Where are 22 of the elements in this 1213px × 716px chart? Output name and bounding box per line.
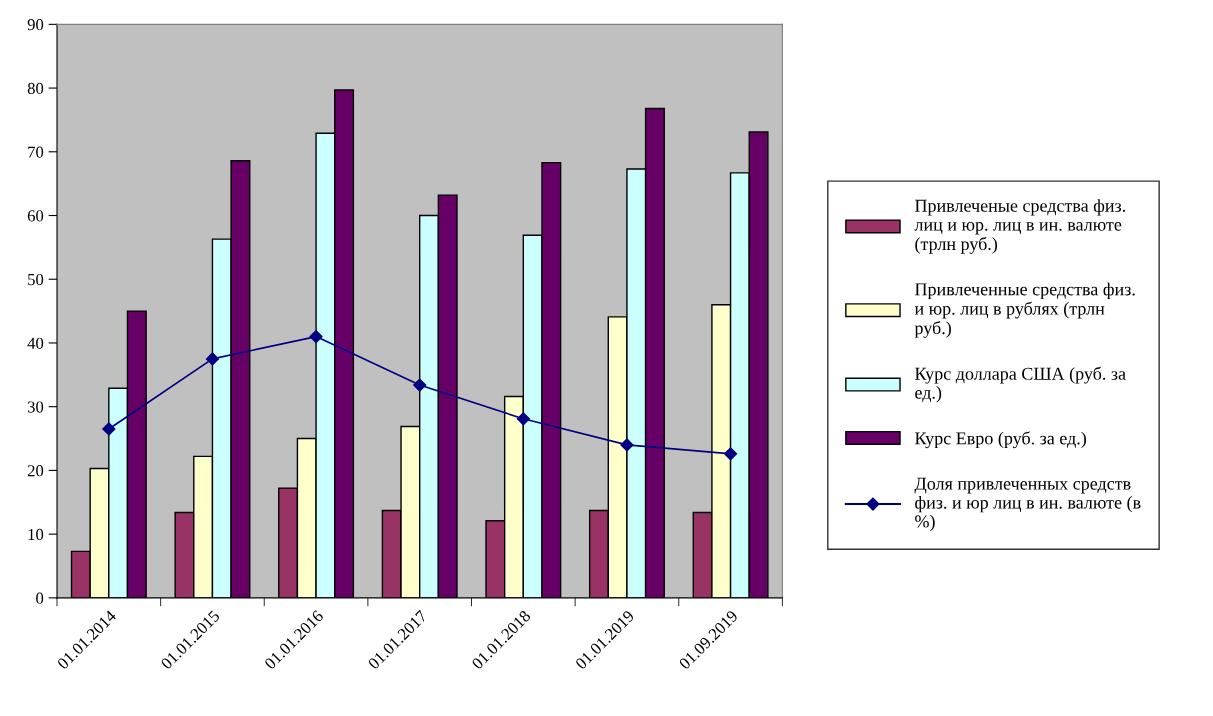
y-tick-label: 10 [28, 528, 44, 541]
point [205, 352, 220, 366]
point [309, 330, 323, 344]
y-tick-label: 20 [27, 465, 44, 477]
legend-label: Привлеченные средства физ. и юр. лиц в рублях (трлн руб.) [914, 282, 1135, 338]
point [620, 438, 634, 452]
legend-label: Курс Евро (руб. за ед.) [914, 431, 1086, 449]
y-tick-label: 60 [27, 210, 44, 222]
y-tick-label: 0 [36, 592, 44, 604]
legend-label: Доля привлеченных средств физ. и юр лиц в ин. валюте (в %) [914, 477, 1141, 532]
y-tick-label: 40 [27, 337, 44, 349]
y-tick-label: 80 [27, 82, 44, 95]
legend-label: Привлеченые средства физ. лиц и юр. лиц в ин. валюте (трлн руб.) [914, 199, 1125, 254]
y-tick-label: 30 [27, 401, 44, 413]
y-tick-label: 90 [27, 19, 44, 31]
y-tick-label: 50 [28, 273, 44, 286]
point [413, 378, 427, 392]
y-tick-label: 70 [28, 146, 44, 158]
point [723, 447, 738, 461]
point [516, 412, 530, 426]
legend-label: Курс доллара США (руб. за ед.) [914, 366, 1126, 403]
point [102, 422, 116, 436]
